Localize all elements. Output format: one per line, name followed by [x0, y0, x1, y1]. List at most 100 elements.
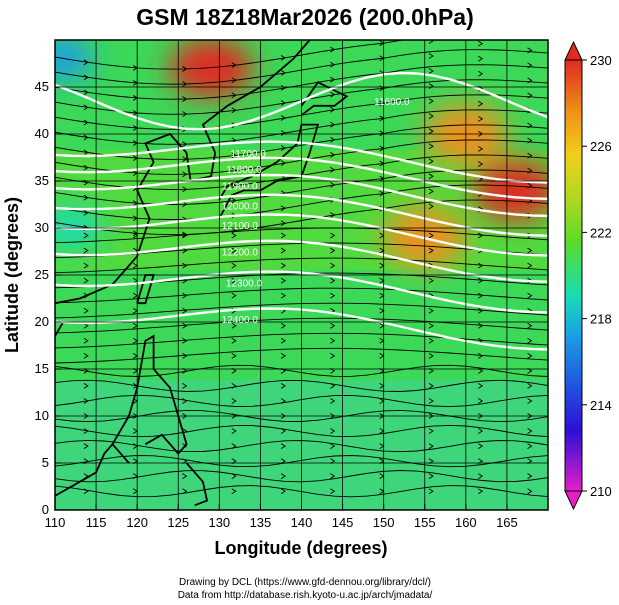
stream-arrow [231, 227, 237, 234]
stream-arrow [83, 194, 89, 201]
y-tick-label: 40 [35, 126, 49, 141]
credit-data: Data from http://database.rish.kyoto-u.a… [178, 590, 433, 601]
stream-arrow [231, 62, 237, 69]
x-tick-label: 155 [414, 515, 436, 530]
stream-arrow [330, 61, 336, 68]
stream-arrow [527, 428, 533, 434]
stream-arrow [231, 473, 237, 480]
y-tick-label: 25 [35, 267, 49, 282]
colorbar-gradient [564, 59, 583, 492]
stream-arrow [280, 277, 286, 284]
contour-label: 12000.0 [222, 201, 259, 212]
colorbar-tick-label: 218 [590, 312, 612, 327]
stream-arrow [182, 383, 188, 389]
stream-arrow [83, 149, 89, 156]
stream-arrow [527, 488, 533, 495]
warm-region-2 [473, 160, 548, 221]
stream-arrow [83, 383, 89, 389]
x-tick-label: 145 [332, 515, 354, 530]
stream-arrow [527, 292, 533, 299]
stream-arrow [428, 277, 434, 284]
stream-arrow [182, 473, 188, 480]
stream-arrow [231, 92, 237, 99]
stream-arrow [330, 91, 336, 98]
stream-arrow [428, 247, 434, 254]
stream-arrow [182, 337, 188, 344]
stream-arrow [231, 197, 237, 204]
stream-arrow [182, 262, 188, 269]
stream-arrow [428, 352, 434, 359]
x-tick-label: 160 [455, 515, 477, 530]
stream-arrow [330, 473, 336, 480]
stream-arrow [182, 66, 188, 72]
stream-arrow [527, 137, 533, 144]
stream-arrow [280, 262, 286, 269]
stream-arrow [231, 247, 237, 254]
coastline-segment-6 [185, 462, 209, 507]
stream-arrow [280, 232, 286, 239]
stream-arrow [231, 292, 237, 299]
stream-arrow [182, 231, 188, 238]
stream-arrow [478, 428, 484, 434]
stream-arrow [231, 322, 237, 329]
stream-arrow [280, 69, 286, 76]
stream-arrow [527, 47, 533, 54]
contour-label: 12200.0 [222, 248, 259, 259]
stream-arrow [428, 473, 434, 480]
stream-arrow [478, 262, 484, 269]
stream-arrow [330, 488, 336, 495]
stream-arrow [280, 100, 286, 106]
stream-arrow [182, 96, 188, 102]
stream-arrow [330, 106, 336, 113]
stream-arrow [280, 352, 286, 359]
stream-arrow [231, 152, 237, 159]
stream-arrow [428, 98, 434, 104]
stream-arrow [231, 428, 237, 434]
stream-arrow [83, 134, 89, 141]
x-tick-label: 140 [291, 515, 313, 530]
stream-arrow [527, 122, 533, 129]
y-tick-label: 10 [35, 408, 49, 423]
stream-arrow [527, 152, 533, 159]
y-tick-label: 5 [42, 455, 49, 470]
stream-arrow [280, 428, 286, 434]
stream-arrow [280, 292, 286, 299]
stream-arrow [527, 352, 533, 359]
stream-arrow [478, 146, 484, 152]
stream-arrow [231, 167, 237, 174]
y-tick-label: 15 [35, 361, 49, 376]
stream-arrow [478, 488, 484, 495]
stream-arrow [231, 488, 237, 495]
warm-region-0 [169, 40, 254, 99]
y-tick-label: 0 [42, 502, 49, 517]
stream-arrow [527, 322, 533, 329]
stream-arrow [428, 232, 434, 239]
y-tick-label: 45 [35, 79, 49, 94]
contour-label: 12400.0 [222, 315, 259, 326]
stream-arrow [280, 473, 286, 480]
stream-arrow [428, 68, 434, 74]
stream-arrow [330, 46, 336, 53]
stream-arrow [330, 166, 336, 173]
stream-arrow [478, 352, 484, 359]
stream-arrow [280, 337, 286, 344]
stream-arrow [428, 488, 434, 495]
stream-arrow [330, 121, 336, 128]
stream-arrow [83, 74, 89, 81]
x-tick-label: 150 [373, 515, 395, 530]
stream-arrow [330, 398, 336, 404]
y-tick-label: 30 [35, 220, 49, 235]
stream-arrow [83, 322, 89, 329]
stream-arrow [231, 107, 237, 114]
chart-title: GSM 18Z18Mar2026 (200.0hPa) [136, 4, 474, 30]
stream-arrow [330, 443, 336, 449]
contour-label: 11600.0 [374, 97, 410, 108]
stream-arrow [231, 232, 237, 239]
stream-arrow [231, 398, 237, 404]
stream-arrow [330, 428, 336, 434]
stream-arrow [330, 352, 336, 359]
stream-arrow [478, 161, 484, 167]
stream-arrow [330, 322, 336, 329]
stream-arrow [330, 277, 336, 284]
